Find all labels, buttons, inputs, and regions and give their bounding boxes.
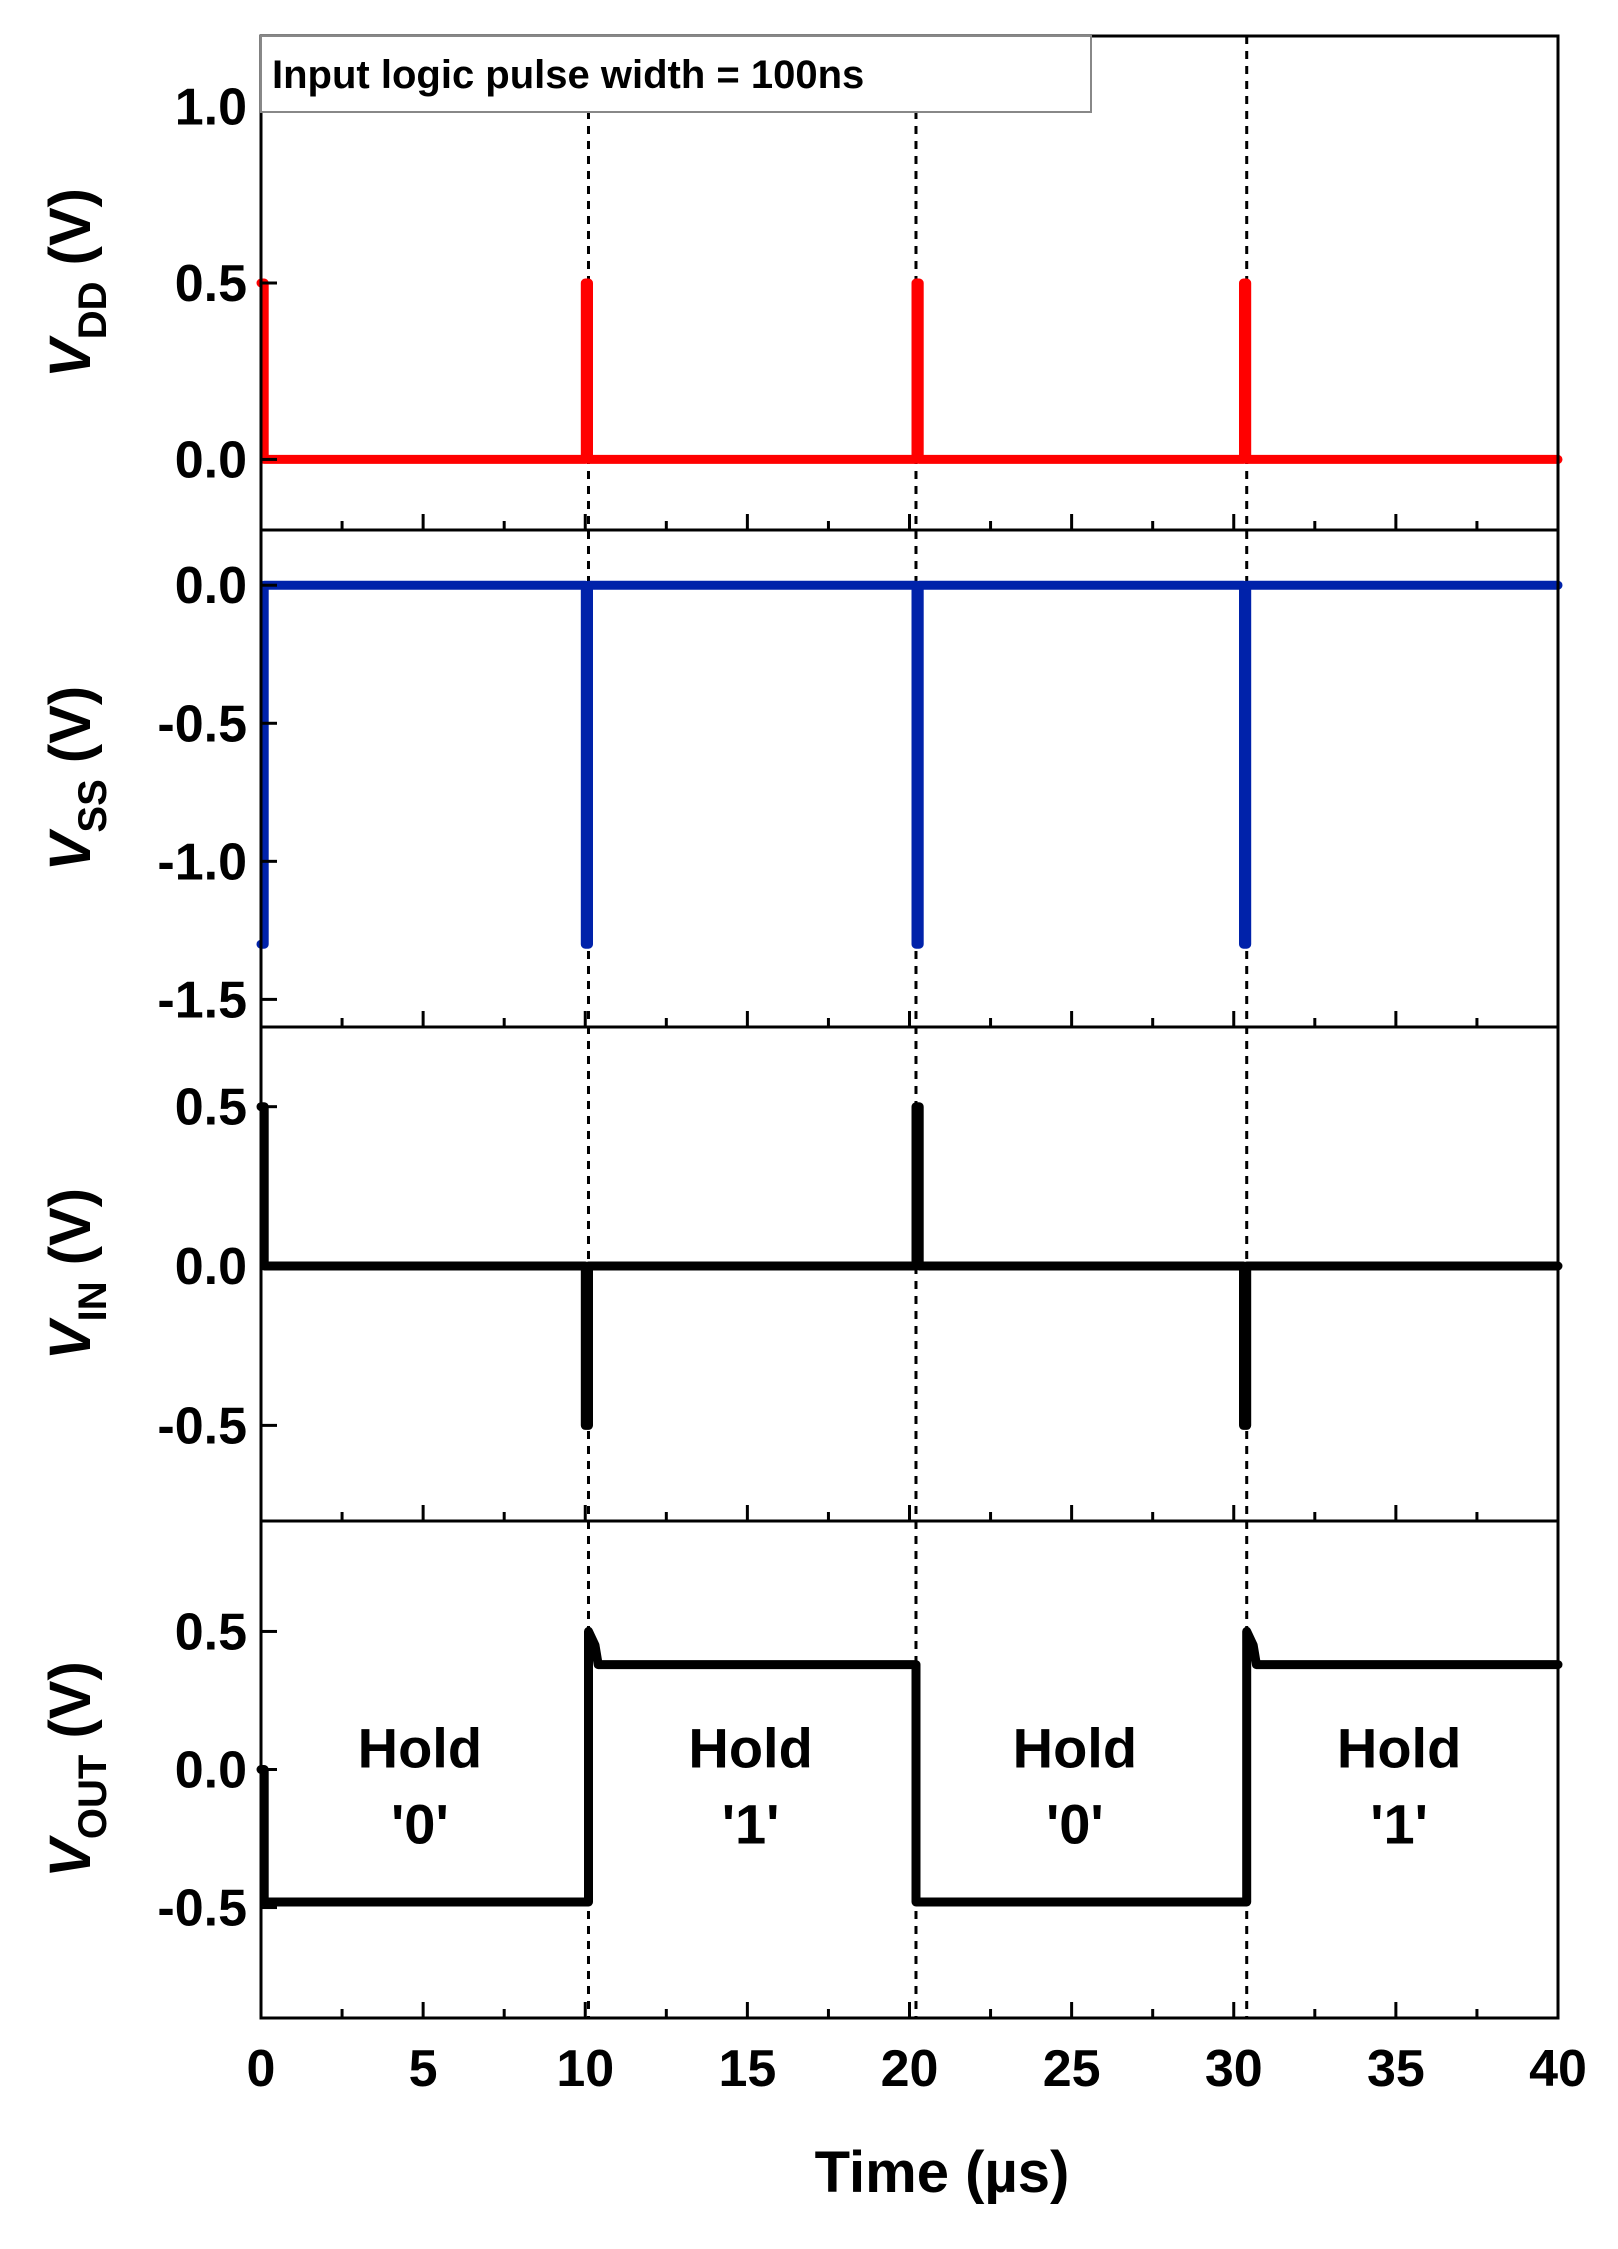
hold-label-1: '1' <box>722 1793 780 1856</box>
panel-frame-2 <box>259 1025 1560 1523</box>
series-1-0 <box>256 580 1563 949</box>
y-tick-label: -0.5 <box>157 695 247 753</box>
hold-label-2: '0' <box>1046 1793 1104 1856</box>
labels-layer: 0.0 0.5 1.0 VDD (V) 0.0 -0.5 -1.0 -1.5 VSS (V) 0.… <box>38 79 1587 2098</box>
y-tick-label: 0.0 <box>175 431 247 489</box>
hold-label-3: Hold <box>1337 1717 1461 1780</box>
y-tick-label: 0.5 <box>175 1079 247 1137</box>
x-tick-label: 15 <box>718 2040 776 2098</box>
y-tick-label: -0.5 <box>157 1880 247 1938</box>
y-axis-title-0: VDD (V) <box>38 188 115 378</box>
y-tick-label: 0.5 <box>175 1603 247 1661</box>
x-axis-title: Time (µs) <box>815 2140 1070 2205</box>
y-tick-label: 0.0 <box>175 1238 247 1296</box>
series-2-0 <box>256 1102 1563 1430</box>
annotation-box <box>260 35 1092 113</box>
hold-label-0: '0' <box>391 1793 449 1856</box>
series-3-0 <box>256 1626 1563 1907</box>
y-tick-label: -0.5 <box>157 1397 247 1455</box>
x-tick-label: 35 <box>1367 2040 1425 2098</box>
hold-label-3: '1' <box>1370 1793 1428 1856</box>
x-tick-label: 30 <box>1205 2040 1263 2098</box>
y-tick-label: -1.5 <box>157 971 247 1029</box>
x-tick-label: 20 <box>881 2040 939 2098</box>
y-axis-title-3: VOUT (V) <box>38 1661 115 1878</box>
panel-frame-1 <box>259 528 1560 1029</box>
y-tick-label: 0.0 <box>175 557 247 615</box>
hold-label-0: Hold <box>358 1717 482 1780</box>
y-axis-title-1: VSS (V) <box>38 686 115 871</box>
x-tick-label: 0 <box>247 2040 276 2098</box>
x-tick-label: 5 <box>409 2040 438 2098</box>
y-axis-title-2: VIN (V) <box>38 1188 115 1360</box>
hold-label-2: Hold <box>1013 1717 1137 1780</box>
series-0-0 <box>256 278 1563 464</box>
x-tick-label: 10 <box>556 2040 614 2098</box>
series-layer <box>256 278 1563 1907</box>
y-tick-label: 1.0 <box>175 79 247 137</box>
hold-label-1: Hold <box>688 1717 812 1780</box>
annotation-text: Input logic pulse width = 100ns <box>272 53 864 97</box>
x-tick-label: 40 <box>1529 2040 1587 2098</box>
pulse-width-annotation: Input logic pulse width = 100ns <box>260 35 1092 113</box>
y-tick-label: 0.5 <box>175 255 247 313</box>
y-tick-label: -1.0 <box>157 833 247 891</box>
y-tick-label: 0.0 <box>175 1742 247 1800</box>
x-tick-label: 25 <box>1043 2040 1101 2098</box>
panel-frames: Input logic pulse width = 100ns <box>259 34 1560 2020</box>
